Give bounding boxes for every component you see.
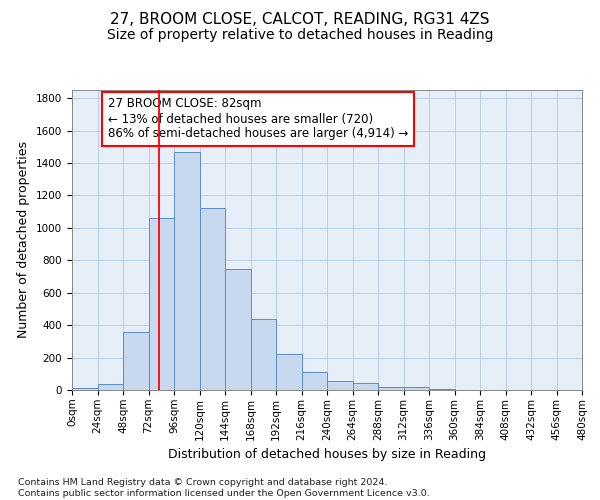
Bar — [353, 382, 378, 390]
Bar — [123, 332, 149, 390]
Bar — [429, 389, 455, 390]
Y-axis label: Number of detached properties: Number of detached properties — [17, 142, 31, 338]
Bar — [174, 152, 199, 390]
Bar — [251, 320, 276, 390]
Text: Size of property relative to detached houses in Reading: Size of property relative to detached ho… — [107, 28, 493, 42]
Bar — [378, 387, 404, 390]
X-axis label: Distribution of detached houses by size in Reading: Distribution of detached houses by size … — [168, 448, 486, 461]
Bar — [404, 387, 429, 390]
Text: 27 BROOM CLOSE: 82sqm
← 13% of detached houses are smaller (720)
86% of semi-det: 27 BROOM CLOSE: 82sqm ← 13% of detached … — [108, 98, 408, 140]
Bar — [302, 372, 327, 390]
Bar — [327, 381, 353, 390]
Bar — [72, 388, 97, 390]
Bar — [276, 354, 302, 390]
Bar — [199, 208, 225, 390]
Text: 27, BROOM CLOSE, CALCOT, READING, RG31 4ZS: 27, BROOM CLOSE, CALCOT, READING, RG31 4… — [110, 12, 490, 28]
Bar — [97, 384, 123, 390]
Text: Contains HM Land Registry data © Crown copyright and database right 2024.
Contai: Contains HM Land Registry data © Crown c… — [18, 478, 430, 498]
Bar — [149, 218, 174, 390]
Bar — [225, 269, 251, 390]
